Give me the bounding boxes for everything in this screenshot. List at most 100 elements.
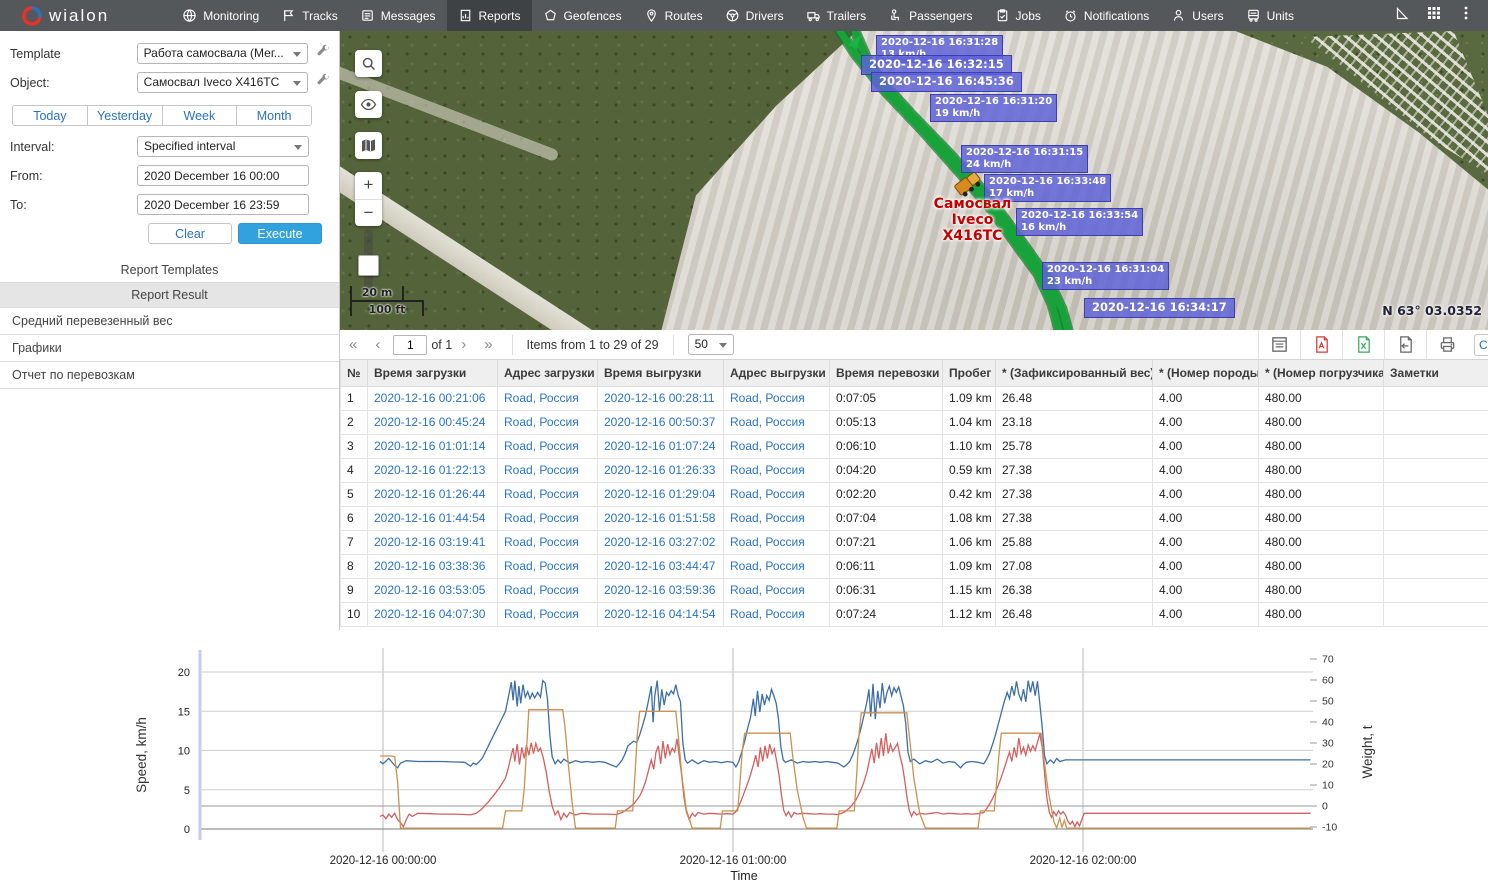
nav-item-monitoring[interactable]: Monitoring — [171, 0, 270, 31]
table-cell-link[interactable]: 2020-12-16 00:50:37 — [597, 409, 724, 435]
table-cell-link[interactable]: Road, Россия — [497, 481, 598, 507]
table-cell-link[interactable]: 2020-12-16 01:26:44 — [367, 481, 498, 507]
table-cell-link[interactable]: Road, Россия — [497, 409, 598, 435]
next-page-button[interactable]: › — [461, 336, 467, 353]
object-select[interactable]: Самосвал Iveco Х416ТС — [136, 72, 308, 93]
table-cell-link[interactable]: Road, Россия — [723, 577, 830, 603]
nav-item-trailers[interactable]: Trailers — [795, 0, 878, 31]
clear-button[interactable]: Clear — [148, 223, 232, 244]
apps-button[interactable] — [1426, 5, 1442, 26]
table-cell-link[interactable]: 2020-12-16 01:29:04 — [597, 481, 724, 507]
table-cell-link[interactable]: 2020-12-16 03:27:02 — [597, 529, 724, 555]
zoom-in-button[interactable]: + — [355, 172, 382, 200]
range-button-month[interactable]: Month — [237, 105, 312, 126]
report-result-section[interactable]: Report Result — [0, 283, 339, 308]
nav-item-reports[interactable]: Reports — [446, 0, 532, 31]
table-cell-link[interactable]: Road, Россия — [497, 601, 598, 627]
to-input[interactable] — [137, 194, 309, 215]
execute-button[interactable]: Execute — [238, 223, 322, 244]
last-page-button[interactable]: » — [484, 336, 493, 353]
table-cell-link[interactable]: 2020-12-16 03:19:41 — [367, 529, 498, 555]
report-result-item[interactable]: Графики — [0, 335, 339, 362]
table-cell-link[interactable]: Road, Россия — [497, 529, 598, 555]
first-page-button[interactable]: « — [349, 336, 358, 353]
map-search-button[interactable] — [355, 50, 382, 77]
report-toolbar: « ‹ of 1 › » Items from 1 to 29 of 29 50 — [340, 330, 1488, 360]
table-cell-link[interactable]: Road, Россия — [723, 385, 830, 411]
table-cell-link[interactable]: Road, Россия — [497, 577, 598, 603]
import-export-button[interactable] — [1384, 330, 1426, 359]
nav-item-routes[interactable]: Routes — [633, 0, 714, 31]
range-button-today[interactable]: Today — [12, 105, 88, 126]
table-cell-link[interactable]: 2020-12-16 01:26:33 — [597, 457, 724, 483]
monitoring-icon — [183, 9, 196, 22]
nav-item-jobs[interactable]: Jobs — [984, 0, 1052, 31]
range-button-week[interactable]: Week — [162, 105, 238, 126]
kebab-button[interactable] — [1458, 5, 1474, 26]
table-cell-link[interactable]: 2020-12-16 03:44:47 — [597, 553, 724, 579]
table-cell-link[interactable]: Road, Россия — [497, 505, 598, 531]
template-wrench-icon[interactable] — [316, 44, 331, 64]
page-number-input[interactable] — [393, 334, 428, 355]
table-cell-link[interactable]: 2020-12-16 01:07:24 — [597, 433, 724, 459]
zoom-slider-handle[interactable] — [358, 255, 379, 276]
table-cell-link[interactable]: Road, Россия — [723, 457, 830, 483]
nav-item-tracks[interactable]: Tracks — [270, 0, 349, 31]
track-point-label: 2020-12-16 16:33:48 17 km/h — [984, 174, 1112, 202]
table-cell-link[interactable]: Road, Россия — [497, 553, 598, 579]
table-cell: 26.48 — [995, 601, 1153, 627]
nav-item-units[interactable]: Units — [1235, 0, 1305, 31]
table-cell-link[interactable]: Road, Россия — [723, 601, 830, 627]
nav-item-passengers[interactable]: Passengers — [877, 0, 983, 31]
table-cell-link[interactable]: 2020-12-16 01:01:14 — [367, 433, 498, 459]
prev-page-button[interactable]: ‹ — [375, 336, 381, 353]
export-excel-button[interactable] — [1342, 330, 1384, 359]
table-cell-link[interactable]: 2020-12-16 00:28:11 — [597, 385, 724, 411]
trips-table: № Время загрузки Адрес загрузки Время выгру… — [340, 360, 1488, 627]
report-templates-section[interactable]: Report Templates — [0, 258, 339, 283]
nav-item-users[interactable]: Users — [1160, 0, 1234, 31]
table-cell-link[interactable]: Road, Россия — [723, 481, 830, 507]
wialon-logo[interactable]: wialon — [0, 0, 123, 31]
table-cell-link[interactable]: 2020-12-16 01:22:13 — [367, 457, 498, 483]
nav-item-drivers[interactable]: Drivers — [714, 0, 795, 31]
range-button-yesterday[interactable]: Yesterday — [87, 105, 163, 126]
table-cell-link[interactable]: 2020-12-16 01:44:54 — [367, 505, 498, 531]
export-pdf-button[interactable] — [1300, 330, 1342, 359]
interval-select[interactable]: Specified interval — [137, 136, 309, 157]
table-cell-link[interactable]: 2020-12-16 03:59:36 — [597, 577, 724, 603]
table-cell-link[interactable]: 2020-12-16 04:07:30 — [367, 601, 498, 627]
from-input[interactable] — [137, 165, 309, 186]
nav-item-geofences[interactable]: Geofences — [532, 0, 633, 31]
table-cell-link[interactable]: Road, Россия — [723, 553, 830, 579]
table-cell-link[interactable]: Road, Россия — [497, 385, 598, 411]
zoom-out-button[interactable]: − — [363, 202, 374, 222]
table-cell-link[interactable]: Road, Россия — [497, 433, 598, 459]
ruler-button[interactable] — [1394, 5, 1410, 26]
table-cell-link[interactable]: 2020-12-16 00:21:06 — [367, 385, 498, 411]
report-result-item[interactable]: Средний перевезенный вес — [0, 308, 339, 335]
page-size-select[interactable]: 50 — [687, 334, 734, 355]
table-cell-link[interactable]: 2020-12-16 04:14:54 — [597, 601, 724, 627]
table-cell-link[interactable]: 2020-12-16 01:51:58 — [597, 505, 724, 531]
nav-item-messages[interactable]: Messages — [349, 0, 447, 31]
report-view-button[interactable] — [1258, 330, 1300, 359]
nav-item-notifications[interactable]: Notifications — [1052, 0, 1160, 31]
clipped-button[interactable]: C — [1474, 333, 1488, 356]
table-cell-link[interactable]: 2020-12-16 03:53:05 — [367, 577, 498, 603]
table-cell-link[interactable]: Road, Россия — [723, 505, 830, 531]
table-cell-link[interactable]: Road, Россия — [723, 409, 830, 435]
map-visibility-button[interactable] — [355, 91, 382, 118]
svg-text:10: 10 — [178, 746, 190, 758]
table-cell-link[interactable]: 2020-12-16 00:45:24 — [367, 409, 498, 435]
object-wrench-icon[interactable] — [316, 73, 331, 93]
print-button[interactable] — [1426, 330, 1468, 359]
table-cell-link[interactable]: Road, Россия — [497, 457, 598, 483]
template-select[interactable]: Работа самосвала (Мег... — [136, 43, 308, 64]
map-layers-button[interactable] — [355, 132, 382, 159]
table-cell-link[interactable]: 2020-12-16 03:38:36 — [367, 553, 498, 579]
report-result-item[interactable]: Отчет по перевозкам — [0, 362, 339, 389]
table-cell-link[interactable]: Road, Россия — [723, 529, 830, 555]
table-cell-link[interactable]: Road, Россия — [723, 433, 830, 459]
